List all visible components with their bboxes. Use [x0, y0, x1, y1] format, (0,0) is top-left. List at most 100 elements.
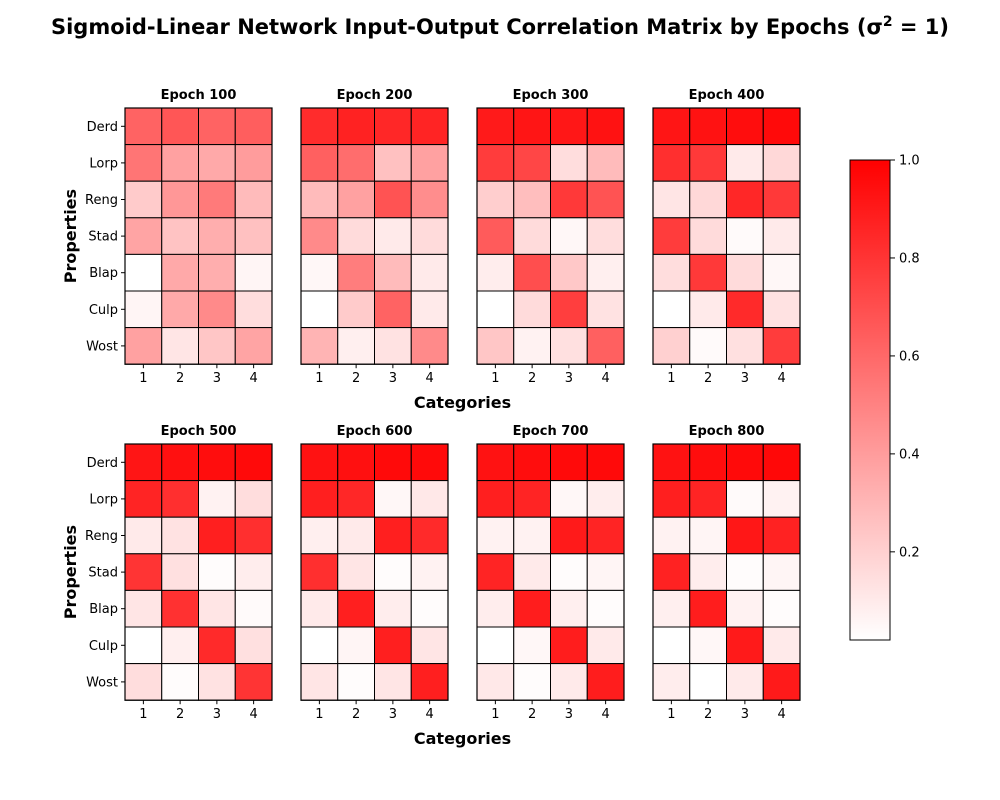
heatmap-cell: [476, 480, 515, 518]
heatmap-cell: [476, 443, 515, 482]
panel-epoch: Epoch 100 1 2 3 4 Derd Lorp Reng Stad Blap Culp Wos…: [85, 88, 273, 386]
heatmap-cell: [689, 553, 727, 591]
colorbar: 0.2 0.4 0.6 0.8 1.0: [849, 154, 920, 641]
heatmap-cell: [550, 589, 588, 628]
heatmap-cell: [234, 663, 273, 701]
heatmap-cell: [300, 516, 339, 555]
x-tick-label: 1: [491, 707, 499, 722]
heatmap-cell: [476, 589, 515, 628]
x-tick-label: 2: [704, 707, 712, 722]
y-axis-label: Properties: [61, 189, 80, 283]
heatmap-cell: [550, 290, 588, 329]
heatmap-cell: [337, 626, 375, 665]
heatmap-cell: [234, 253, 273, 292]
heatmap-cell: [586, 253, 625, 292]
heatmap-cell: [652, 107, 691, 146]
heatmap-cell: [374, 253, 412, 292]
heatmap-cell: [124, 144, 163, 182]
heatmap-cell: [410, 589, 449, 628]
x-tick-label: 1: [667, 707, 675, 722]
heatmap-cell: [726, 480, 764, 518]
heatmap-cell: [300, 553, 339, 591]
panel-epoch: Epoch 500 1 2 3 4 Derd Lorp Reng Stad Blap Culp Wos…: [85, 424, 273, 722]
heatmap-cell: [124, 217, 163, 255]
heatmap-cell: [198, 217, 236, 255]
heatmap-cell: [161, 290, 199, 329]
heatmap-cell: [234, 480, 273, 518]
heatmap-cell: [550, 443, 588, 482]
heatmap-cell: [410, 480, 449, 518]
heatmap-cell: [300, 626, 339, 665]
heatmap-cell: [337, 290, 375, 329]
heatmap-cell: [476, 107, 515, 146]
panel-title: Epoch 700: [513, 424, 589, 439]
x-tick-label: 3: [389, 707, 397, 722]
x-tick-label: 3: [213, 707, 221, 722]
heatmap-cell: [410, 443, 449, 482]
heatmap-cell: [124, 290, 163, 329]
chart-title: Sigmoid-Linear Network Input-Output Corr…: [50, 14, 949, 39]
x-tick-label: 2: [704, 371, 712, 386]
heatmap-cell: [652, 253, 691, 292]
heatmap-cell: [550, 144, 588, 182]
heatmap-cell: [726, 516, 764, 555]
panel-title: Epoch 600: [337, 424, 413, 439]
heatmap-cell: [410, 327, 449, 365]
heatmap-cell: [550, 553, 588, 591]
heatmap-cell: [586, 516, 625, 555]
heatmap-cell: [762, 253, 801, 292]
heatmap-cell: [652, 144, 691, 182]
heatmap-cell: [513, 589, 551, 628]
heatmap-cell: [337, 553, 375, 591]
heatmap-cell: [513, 663, 551, 701]
y-tick-label: Lorp: [89, 492, 118, 507]
heatmap-cell: [586, 480, 625, 518]
heatmap-cell: [586, 290, 625, 329]
x-axis-label: Categories: [414, 393, 511, 412]
heatmap-cell: [337, 327, 375, 365]
heatmap-cell: [726, 663, 764, 701]
heatmap-cell: [513, 553, 551, 591]
heatmap-cell: [586, 443, 625, 482]
heatmap-cell: [689, 290, 727, 329]
heatmap-cell: [689, 217, 727, 255]
panel-epoch: Epoch 400 1 2 3 4: [652, 88, 801, 386]
heatmap-cell: [161, 480, 199, 518]
heatmap-cell: [652, 663, 691, 701]
heatmap-cell: [300, 327, 339, 365]
heatmap-cell: [550, 327, 588, 365]
x-tick-label: 4: [425, 371, 433, 386]
y-tick-label: Reng: [85, 529, 118, 544]
heatmap-cell: [726, 327, 764, 365]
heatmap-cell: [234, 589, 273, 628]
heatmap-cell: [762, 180, 801, 219]
panel-epoch: Epoch 700 1 2 3 4: [476, 424, 625, 722]
heatmap-cell: [689, 626, 727, 665]
heatmap-cell: [513, 480, 551, 518]
x-tick-label: 1: [315, 707, 323, 722]
heatmap-cell: [586, 626, 625, 665]
heatmap-cell: [124, 553, 163, 591]
heatmap-cell: [337, 443, 375, 482]
heatmap-cell: [198, 327, 236, 365]
heatmap-cell: [410, 217, 449, 255]
y-tick-label: Blap: [89, 602, 118, 617]
heatmap-cell: [337, 516, 375, 555]
heatmap-cell: [550, 516, 588, 555]
heatmap-cell: [300, 589, 339, 628]
heatmap-cell: [513, 290, 551, 329]
x-axis-label: Categories: [414, 729, 511, 748]
panel-frame: [476, 107, 625, 365]
heatmap-cell: [374, 480, 412, 518]
panel-title: Epoch 400: [689, 88, 765, 103]
heatmap-cell: [513, 626, 551, 665]
heatmap-cell: [689, 180, 727, 219]
heatmap-cell: [550, 217, 588, 255]
heatmap-cell: [762, 480, 801, 518]
heatmap-cell: [234, 217, 273, 255]
heatmap-cell: [762, 553, 801, 591]
heatmap-cell: [689, 480, 727, 518]
heatmap-cell: [689, 443, 727, 482]
heatmap-cell: [410, 553, 449, 591]
heatmap-cell: [652, 290, 691, 329]
